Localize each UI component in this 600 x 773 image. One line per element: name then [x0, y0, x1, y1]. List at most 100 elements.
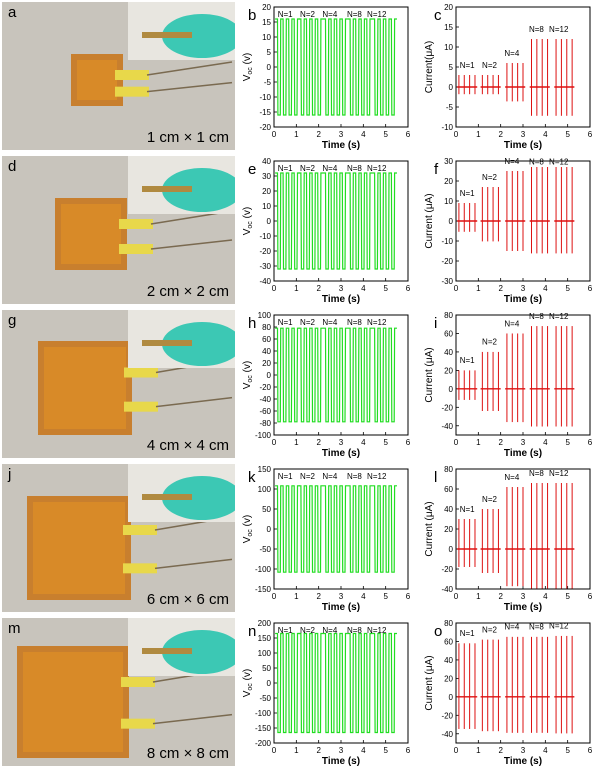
x-tick-label: 3 [339, 284, 344, 293]
x-tick-label: 4 [543, 746, 548, 755]
device-size-label: 6 cm × 6 cm [146, 591, 229, 608]
y-tick-label: -100 [255, 431, 272, 440]
x-tick-label: 1 [476, 438, 481, 447]
group-label: N=4 [322, 318, 337, 327]
group-label: N=2 [482, 495, 497, 504]
y-tick-label: 60 [444, 329, 453, 338]
group-label: N=2 [482, 173, 497, 182]
x-tick-label: 0 [454, 438, 459, 447]
y-tick-label: 60 [444, 485, 453, 494]
current-chart-svg: f -30 -20 -10 0 10 20 30 0 1 2 3 4 5 6 Time (s) Current … [424, 157, 593, 305]
x-tick-label: 1 [476, 746, 481, 755]
device-photo: g 4 cm × 4 cm [2, 310, 235, 458]
y-tick-label: 0 [267, 371, 272, 380]
x-tick-label: 2 [498, 130, 503, 139]
x-axis-label: Time (s) [322, 602, 360, 613]
svg-text:Voc (v): Voc (v) [242, 207, 254, 236]
y-tick-label: -40 [259, 395, 271, 404]
y-tick-label: -100 [255, 565, 272, 574]
voltage-chart: h -100 -80 -60 -40 -20 0 20 40 60 80 100 0 1 2 3 4 5 6 Time… [238, 308, 418, 460]
y-tick-label: 0 [267, 679, 272, 688]
svg-text:Current (μA): Current (μA) [424, 347, 435, 402]
svg-text:Current(μA): Current(μA) [424, 41, 435, 93]
y-tick-label: 20 [444, 3, 453, 12]
x-tick-label: 4 [361, 284, 366, 293]
y-tick-label: 0 [267, 63, 272, 72]
x-tick-label: 6 [588, 592, 593, 601]
x-tick-label: 5 [565, 592, 570, 601]
voltage-series-line [323, 632, 348, 734]
y-tick-label: -20 [259, 383, 271, 392]
y-tick-label: -10 [259, 232, 271, 241]
group-label: N=1 [278, 318, 293, 327]
x-tick-label: 6 [406, 438, 411, 447]
x-tick-label: 0 [272, 130, 277, 139]
panel-letter: l [434, 469, 437, 486]
panel-letter: j [8, 466, 12, 483]
y-tick-label: 40 [262, 157, 271, 166]
device-size-label: 1 cm × 1 cm [146, 129, 229, 146]
y-tick-label: -100 [255, 709, 272, 718]
current-chart-svg: i -40 -20 0 20 40 60 80 0 1 2 3 4 5 6 Time (s) Current (… [424, 311, 593, 459]
y-tick-label: -200 [255, 739, 272, 748]
panel-letter: g [8, 312, 17, 329]
group-label: N=4 [322, 10, 337, 19]
svg-text:Voc (v): Voc (v) [242, 669, 254, 698]
group-label: N=2 [300, 626, 315, 635]
y-tick-label: 100 [258, 311, 272, 320]
x-tick-label: 5 [383, 130, 388, 139]
y-tick-label: 150 [258, 634, 272, 643]
y-tick-label: 15 [444, 23, 453, 32]
group-label: N=4 [322, 626, 337, 635]
panel-letter: k [248, 469, 256, 486]
y-axis-label: Current (μA) [424, 501, 435, 556]
x-tick-label: 5 [383, 284, 388, 293]
panel-letter: m [8, 620, 21, 637]
y-tick-label: 20 [444, 177, 453, 186]
x-tick-label: 1 [294, 592, 299, 601]
y-tick-label: -5 [264, 78, 272, 87]
voltage-series-line [347, 485, 373, 573]
current-chart: i -40 -20 0 20 40 60 80 0 1 2 3 4 5 6 Time (s) Current (… [420, 308, 600, 460]
y-tick-label: -20 [441, 565, 453, 574]
x-tick-label: 4 [361, 130, 366, 139]
x-tick-label: 3 [521, 592, 526, 601]
y-tick-label: -10 [259, 93, 271, 102]
voltage-series-line [372, 327, 397, 423]
y-tick-label: -10 [441, 123, 453, 132]
y-tick-label: -20 [441, 257, 453, 266]
group-label: N=1 [460, 356, 475, 365]
y-tick-label: -150 [255, 724, 272, 733]
panel-letter: f [434, 161, 439, 178]
current-chart: l -40 -20 0 20 40 60 80 0 1 2 3 4 5 6 Time (s) Current (… [420, 462, 600, 614]
voltage-chart-svg: e -40 -30 -20 -10 0 10 20 30 40 0 1 2 3 4 5 6 Time (s) Voc… [242, 157, 411, 305]
x-tick-label: 2 [316, 438, 321, 447]
y-tick-label: 40 [444, 505, 453, 514]
x-tick-label: 2 [498, 592, 503, 601]
x-tick-label: 1 [294, 746, 299, 755]
y-tick-label: -40 [259, 277, 271, 286]
group-label: N=12 [549, 622, 569, 631]
y-tick-label: 150 [258, 465, 272, 474]
voltage-series-line [347, 632, 373, 734]
svg-text:Current (μA): Current (μA) [424, 193, 435, 248]
x-tick-label: 3 [339, 592, 344, 601]
y-tick-label: 20 [444, 525, 453, 534]
x-axis-label: Time (s) [322, 294, 360, 305]
x-tick-label: 6 [406, 592, 411, 601]
device-size-label: 8 cm × 8 cm [146, 745, 229, 762]
panel-letter: a [8, 4, 17, 21]
panel-letter: e [248, 161, 256, 178]
x-axis-label: Time (s) [322, 448, 360, 459]
voltage-series-line [275, 18, 300, 116]
voltage-chart: e -40 -30 -20 -10 0 10 20 30 40 0 1 2 3 4 5 6 Time (s) Voc… [238, 154, 418, 306]
y-tick-label: 20 [262, 3, 271, 12]
y-axis-label: Current (μA) [424, 347, 435, 402]
voltage-series-line [323, 485, 348, 573]
x-tick-label: 5 [565, 746, 570, 755]
voltage-series-line [323, 327, 348, 423]
y-tick-label: -50 [259, 545, 271, 554]
x-axis-label: Time (s) [504, 756, 542, 767]
x-tick-label: 2 [316, 592, 321, 601]
